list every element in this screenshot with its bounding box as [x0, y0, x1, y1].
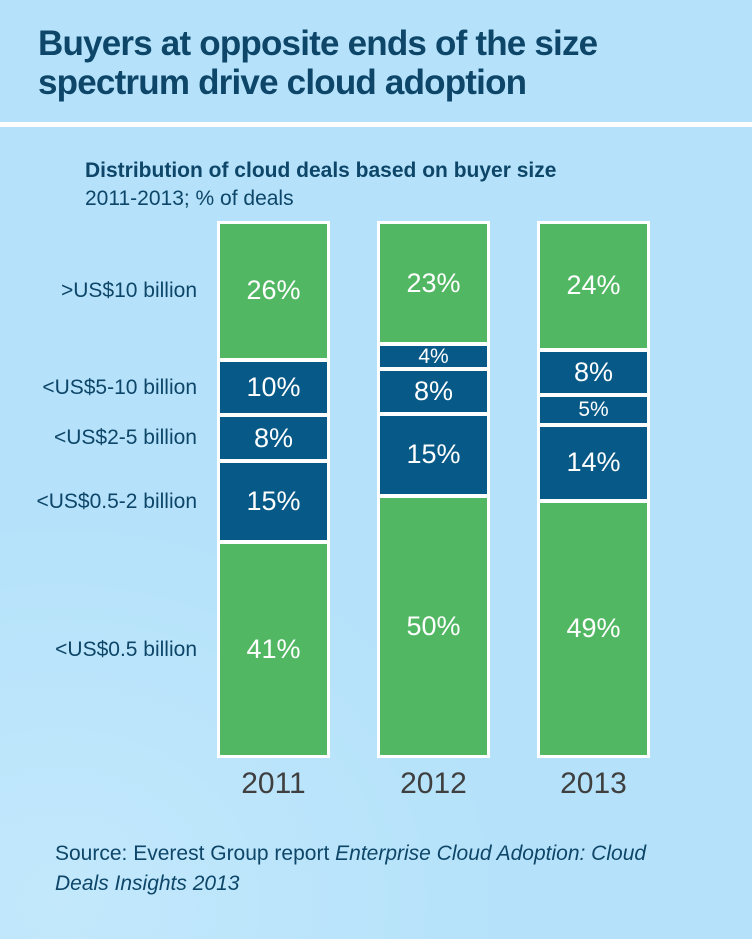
- segment-value-label: 15%: [246, 485, 301, 516]
- segment-value-label: 14%: [566, 447, 621, 478]
- segment-value-label: 8%: [573, 356, 614, 387]
- page-title: Buyers at opposite ends of the size spec…: [38, 24, 598, 102]
- segment-value-label: 5%: [578, 398, 609, 422]
- x-axis-label-2012: 2012: [400, 767, 467, 800]
- segment-value-label: 50%: [406, 610, 461, 641]
- segment-value-label: 4%: [418, 345, 449, 369]
- bar-column-2011: 26% 10% 8% 15% 41% 2011: [217, 221, 330, 801]
- bar-segment: 26%: [220, 224, 327, 358]
- segment-value-label: 10%: [246, 372, 301, 403]
- segment-value-label: 41%: [246, 633, 301, 664]
- segment-value-label: 24%: [566, 270, 621, 301]
- bar-segment: 10%: [220, 361, 327, 414]
- bar-segment: 24%: [540, 224, 647, 348]
- segment-value-label: 15%: [406, 439, 461, 470]
- bar-segment: 15%: [220, 462, 327, 540]
- bar-segment: 14%: [540, 426, 647, 499]
- stacked-bar-2012: 23% 4% 8% 15% 50%: [377, 221, 490, 758]
- x-axis-label-2013: 2013: [560, 767, 627, 800]
- chart-subtitle: 2011-2013; % of deals: [85, 187, 294, 210]
- x-axis-label-2011: 2011: [241, 767, 306, 800]
- source-note: Source: Everest Group report Enterprise …: [55, 839, 683, 899]
- bars: 26% 10% 8% 15% 41% 2011 23% 4% 8% 15% 50% 2012 24% 8%…: [217, 221, 650, 801]
- segment-value-label: 26%: [246, 275, 301, 306]
- category-label: >US$10 billion: [60, 279, 197, 302]
- segment-value-label: 8%: [413, 376, 454, 407]
- bar-segment: 15%: [380, 416, 487, 494]
- category-label: <US$2-5 billion: [53, 425, 197, 449]
- bar-segment: 5%: [540, 396, 647, 423]
- chart-title: Distribution of cloud deals based on buy…: [85, 159, 557, 182]
- category-label: <US$0.5-2 billion: [36, 489, 197, 513]
- bar-segment: 50%: [380, 497, 487, 755]
- category-label: <US$5-10 billion: [42, 376, 197, 399]
- bar-segment: 41%: [220, 543, 327, 756]
- bar-column-2012: 23% 4% 8% 15% 50% 2012: [377, 221, 490, 801]
- stacked-bar-2011: 26% 10% 8% 15% 41%: [217, 221, 330, 758]
- source-report-name: Enterprise Cloud Adoption: Cloud Deals I…: [55, 842, 647, 895]
- bar-segment: 8%: [220, 417, 327, 459]
- bar-segment: 8%: [540, 351, 647, 393]
- divider: [0, 122, 752, 127]
- bar-segment: 49%: [540, 502, 647, 755]
- bar-segment: 4%: [380, 346, 487, 367]
- segment-value-label: 8%: [253, 422, 294, 453]
- segment-value-label: 49%: [566, 613, 621, 644]
- chart-heading: Distribution of cloud deals based on buy…: [85, 157, 556, 213]
- category-label: <US$0.5 billion: [55, 637, 197, 661]
- bar-segment: 8%: [380, 371, 487, 413]
- source-prefix: Source: Everest Group report: [55, 842, 336, 865]
- segment-value-label: 23%: [406, 267, 461, 298]
- stacked-bar-2013: 24% 8% 5% 14% 49%: [537, 221, 650, 758]
- bar-segment: 23%: [380, 224, 487, 343]
- bar-column-2013: 24% 8% 5% 14% 49% 2013: [537, 221, 650, 801]
